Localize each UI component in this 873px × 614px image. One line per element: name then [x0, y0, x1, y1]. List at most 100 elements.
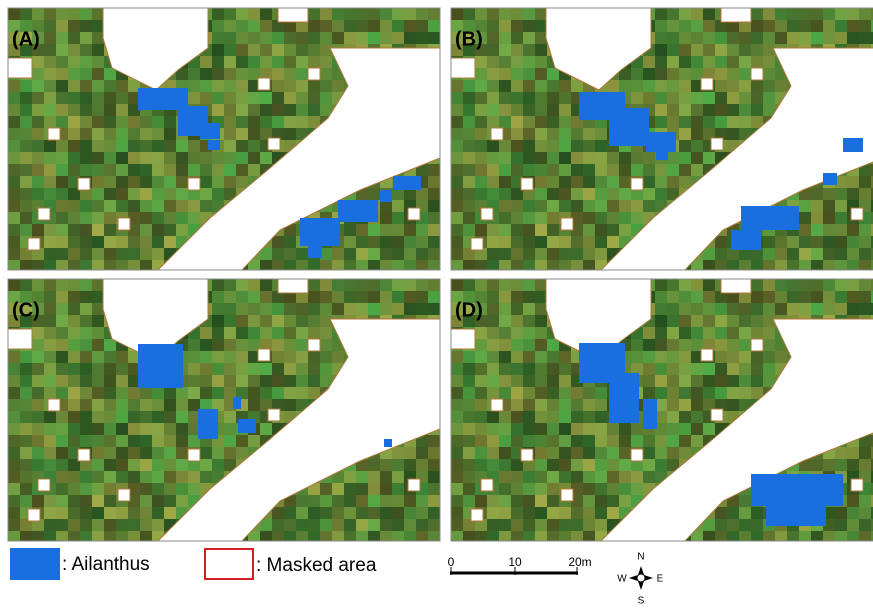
pixel — [703, 363, 715, 375]
pixel — [164, 411, 176, 423]
pixel — [20, 483, 32, 495]
masked-swatch — [205, 549, 253, 579]
pixel — [44, 495, 56, 507]
pixel — [631, 471, 643, 483]
pixel — [284, 92, 296, 104]
pixel — [176, 224, 188, 236]
pixel — [68, 279, 80, 291]
pixel — [451, 248, 463, 260]
pixel — [751, 291, 763, 303]
pixel — [308, 351, 320, 363]
pixel — [284, 56, 296, 68]
pixel — [511, 507, 523, 519]
pixel — [236, 20, 248, 32]
pixel — [356, 495, 368, 507]
pixel — [679, 68, 691, 80]
pixel — [152, 248, 164, 260]
pixel — [44, 140, 56, 152]
pixel — [595, 236, 607, 248]
pixel — [463, 483, 475, 495]
pixel — [236, 116, 248, 128]
pixel — [643, 435, 655, 447]
pixel — [739, 303, 751, 315]
pixel — [188, 387, 200, 399]
pixel — [859, 279, 871, 291]
pixel — [248, 303, 260, 315]
pixel — [56, 212, 68, 224]
pixel — [116, 80, 128, 92]
pixel — [475, 68, 487, 80]
pixel — [20, 447, 32, 459]
pixel — [499, 152, 511, 164]
pixel — [499, 140, 511, 152]
pixel — [248, 375, 260, 387]
pixel — [511, 363, 523, 375]
pixel — [487, 152, 499, 164]
legend-masked: : Masked area — [256, 555, 377, 576]
pixel — [428, 471, 440, 483]
pixel — [499, 200, 511, 212]
pixel — [799, 291, 811, 303]
pixel — [152, 519, 164, 531]
pixel — [811, 260, 823, 270]
pixel — [535, 260, 547, 270]
pixel — [463, 459, 475, 471]
pixel — [583, 260, 595, 270]
pixel — [715, 327, 727, 339]
pixel — [152, 387, 164, 399]
pixel — [487, 224, 499, 236]
masked-area — [451, 329, 475, 349]
pixel — [8, 531, 20, 541]
pixel — [92, 128, 104, 140]
pixel — [763, 279, 775, 291]
pixel — [559, 423, 571, 435]
pixel — [368, 279, 380, 291]
pixel — [619, 164, 631, 176]
pixel — [296, 519, 308, 531]
pixel — [68, 116, 80, 128]
pixel — [559, 248, 571, 260]
pixel — [32, 152, 44, 164]
pixel — [260, 104, 272, 116]
pixel — [499, 279, 511, 291]
pixel — [212, 351, 224, 363]
pixel — [535, 8, 547, 20]
pixel — [284, 531, 296, 541]
pixel — [499, 507, 511, 519]
masked-area — [38, 479, 50, 491]
pixel — [463, 164, 475, 176]
pixel — [511, 248, 523, 260]
pixel — [547, 519, 559, 531]
ailanthus-patch — [138, 344, 183, 388]
pixel — [643, 459, 655, 471]
pixel — [428, 224, 440, 236]
pixel — [416, 20, 428, 32]
pixel — [739, 315, 751, 327]
pixel — [104, 116, 116, 128]
pixel — [116, 260, 128, 270]
pixel — [571, 507, 583, 519]
pixel — [56, 375, 68, 387]
pixel — [44, 8, 56, 20]
pixel — [44, 20, 56, 32]
pixel — [535, 212, 547, 224]
pixel — [631, 164, 643, 176]
pixel — [535, 80, 547, 92]
pixel — [727, 351, 739, 363]
pixel — [320, 483, 332, 495]
panel-label: (D) — [455, 299, 483, 321]
pixel — [236, 56, 248, 68]
pixel — [92, 68, 104, 80]
pixel — [655, 351, 667, 363]
pixel — [224, 128, 236, 140]
pixel — [284, 351, 296, 363]
pixel — [80, 315, 92, 327]
pixel — [8, 104, 20, 116]
pixel — [92, 279, 104, 291]
pixel — [428, 303, 440, 315]
pixel — [511, 152, 523, 164]
pixel — [847, 176, 859, 188]
pixel — [56, 8, 68, 20]
masked-area — [751, 68, 763, 80]
pixel — [823, 236, 835, 248]
